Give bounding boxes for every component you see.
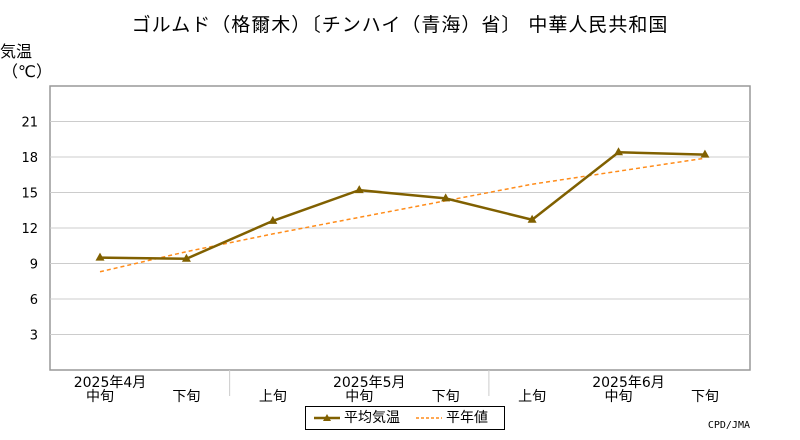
- x-tick-label: 中旬: [345, 389, 373, 405]
- y-tick-label: 3: [30, 329, 38, 344]
- legend-label-average: 平均気温: [344, 410, 400, 426]
- data-point-average: [527, 214, 537, 223]
- x-month-label: 2025年4月: [74, 375, 147, 391]
- y-tick-label: 12: [21, 222, 38, 237]
- y-axis-label: 気温 （℃）: [0, 42, 52, 82]
- y-tick-label: 6: [30, 293, 38, 308]
- legend-swatch-normal: [416, 417, 442, 419]
- x-tick-label: 上旬: [259, 389, 287, 405]
- legend-swatch-average: [314, 414, 340, 421]
- data-point-average: [181, 253, 191, 262]
- y-axis-name: 気温: [0, 42, 33, 61]
- grid-lines: [50, 121, 750, 335]
- series-line-average: [99, 151, 705, 261]
- series-line-normal: [99, 157, 706, 273]
- credit-text: CPD/JMA: [707, 420, 750, 431]
- y-tick-label: 21: [21, 116, 38, 131]
- chart-title: ゴルムド（格爾木）〔チンハイ（青海）省〕 中華人民共和国: [131, 14, 669, 36]
- x-month-label: 2025年5月: [333, 375, 406, 391]
- y-tick-labels: 3 6 9 12 15 18 21: [21, 116, 38, 344]
- x-axis: 中旬 下旬 上旬 中旬 下旬 上旬 中旬 下旬 2025年4月 2025年5月 2025年6月: [74, 370, 719, 405]
- data-point-average: [268, 215, 278, 224]
- x-tick-label: 中旬: [86, 389, 114, 405]
- x-tick-label: 下旬: [691, 389, 719, 405]
- series-layer: [95, 147, 710, 273]
- legend-label-normal: 平年値: [446, 410, 488, 426]
- x-month-label: 2025年6月: [592, 375, 665, 391]
- data-point-average: [441, 193, 451, 202]
- data-point-average: [614, 147, 624, 156]
- data-point-average: [95, 252, 105, 261]
- x-tick-label: 上旬: [518, 389, 546, 405]
- y-tick-label: 18: [21, 151, 38, 166]
- data-point-average: [700, 149, 710, 158]
- x-tick-label: 中旬: [605, 389, 633, 405]
- y-axis-unit: （℃）: [2, 62, 52, 81]
- legend: 平均気温 平年値: [305, 406, 505, 430]
- y-tick-label: 9: [30, 258, 38, 273]
- x-tick-label: 下旬: [432, 389, 460, 405]
- data-point-average: [354, 185, 364, 194]
- x-tick-label: 下旬: [172, 389, 200, 405]
- y-tick-label: 15: [21, 187, 38, 202]
